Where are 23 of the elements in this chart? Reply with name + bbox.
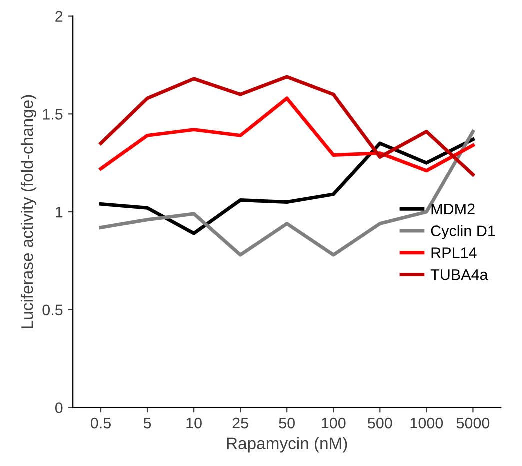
x-tick-label: 50 (279, 418, 295, 429)
line-series (99, 130, 475, 257)
x-tick-label: 5 (144, 418, 152, 429)
y-tick-label: 1 (56, 207, 63, 218)
x-tick-label: 10 (186, 418, 202, 429)
legend-label: TUBA4a (430, 270, 488, 280)
y-tick-label: 1.5 (43, 109, 63, 120)
x-tick-label: 0.5 (90, 418, 111, 429)
x-tick-label: 25 (232, 418, 248, 429)
legend-label: Cyclin D1 (431, 225, 496, 240)
y-tick-label: 2 (56, 11, 63, 22)
legend-label: MDM2 (432, 204, 475, 214)
x-tick-label: 500 (368, 418, 392, 429)
y-tick-label: 0 (55, 402, 63, 414)
legend-label: RPL14 (432, 248, 477, 258)
x-tick-label: 5000 (456, 418, 490, 429)
x-tick-label: 1000 (410, 418, 444, 429)
line-series (99, 96, 475, 173)
y-tick-label: 0.5 (42, 304, 63, 316)
line-series (99, 75, 475, 177)
x-axis-title: Rapamycin (nM) (227, 437, 348, 453)
y-axis-title: Luciferase activity (fold-change) (21, 95, 37, 328)
x-tick-label: 100 (322, 418, 346, 429)
